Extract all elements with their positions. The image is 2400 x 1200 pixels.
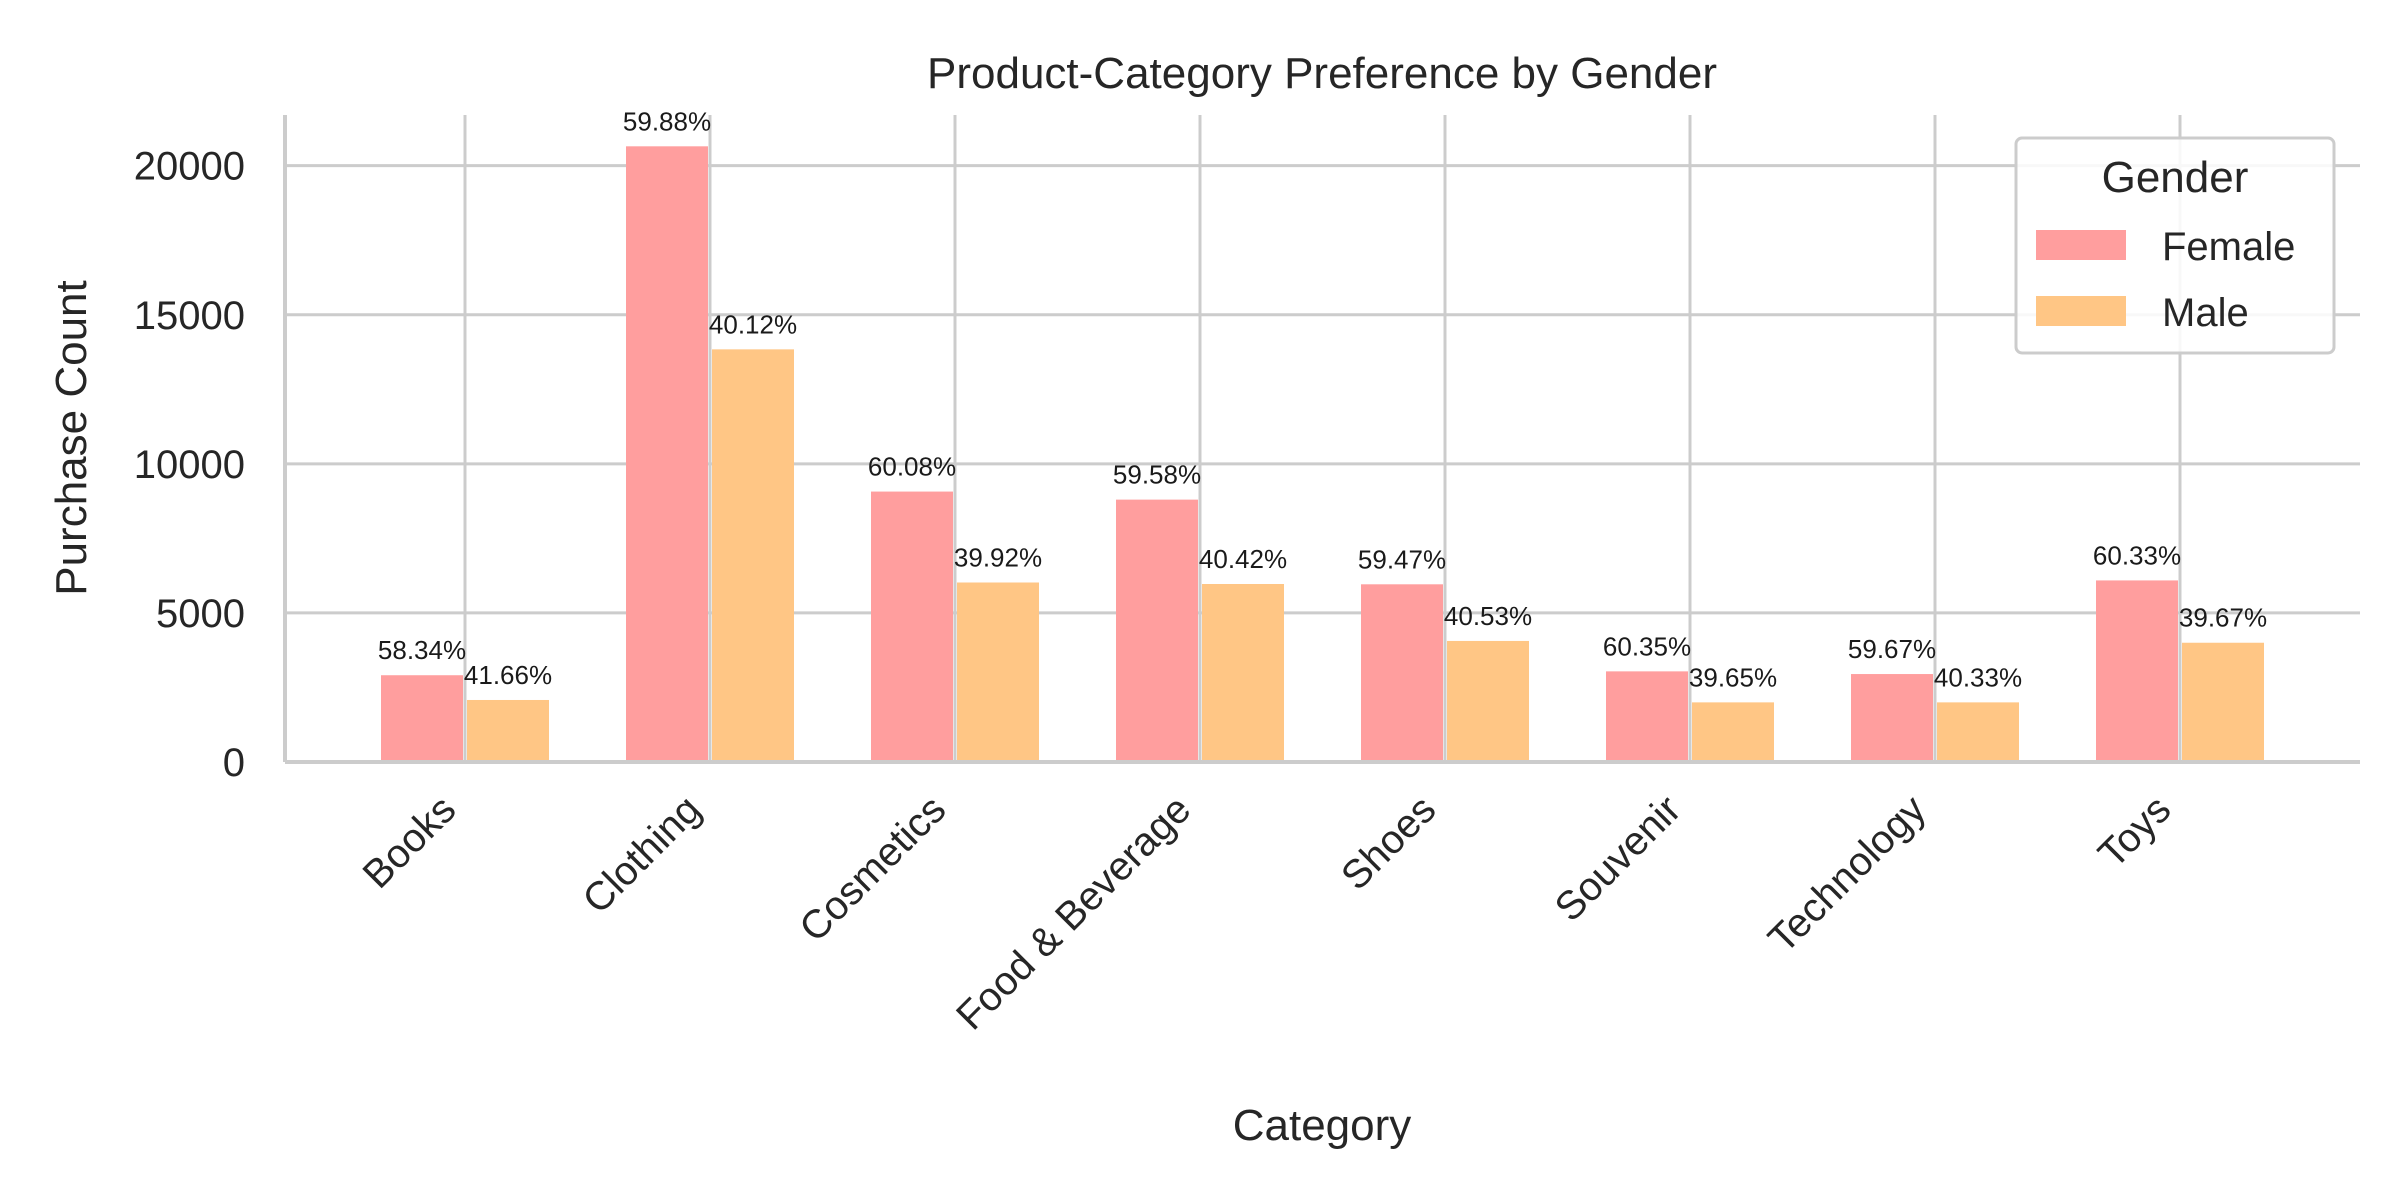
- bar-female-food-beverage: [1116, 499, 1198, 762]
- data-label-female-cosmetics: 60.08%: [868, 452, 956, 482]
- bar-male-food-beverage: [1202, 584, 1284, 762]
- y-tick-label: 5000: [156, 592, 245, 636]
- y-ticks: 0 5000 10000 15000 20000: [134, 145, 245, 785]
- legend: Gender Female Male: [2014, 136, 2336, 355]
- x-tick-label-toys: Toys: [2090, 787, 2179, 876]
- data-label-male-clothing: 40.12%: [709, 309, 797, 339]
- data-label-female-souvenir: 60.35%: [1603, 631, 1691, 661]
- bar-male-shoes: [1447, 640, 1529, 762]
- legend-swatch-male: [2036, 296, 2126, 326]
- bar-male-books: [467, 699, 549, 762]
- bar-female-technology: [1851, 674, 1933, 762]
- data-label-male-cosmetics: 39.92%: [954, 543, 1042, 573]
- bar-male-souvenir: [1692, 702, 1774, 762]
- data-label-male-food-beverage: 40.42%: [1199, 544, 1287, 574]
- data-label-male-shoes: 40.53%: [1444, 601, 1532, 631]
- data-label-male-toys: 39.67%: [2179, 603, 2267, 633]
- legend-swatch-female: [2036, 230, 2126, 260]
- legend-title: Gender: [2102, 153, 2249, 202]
- x-tick-label-food-beverage: Food & Beverage: [948, 787, 1199, 1038]
- axes: [283, 115, 2360, 764]
- y-tick-label: 10000: [134, 443, 245, 487]
- x-axis-label: Category: [1233, 1101, 1412, 1150]
- bar-female-toys: [2096, 580, 2178, 762]
- data-label-female-toys: 60.33%: [2093, 540, 2181, 570]
- data-label-female-shoes: 59.47%: [1358, 544, 1446, 574]
- data-label-female-books: 58.34%: [378, 635, 466, 665]
- x-tick-label-shoes: Shoes: [1333, 787, 1444, 898]
- data-label-male-souvenir: 39.65%: [1689, 662, 1777, 692]
- data-label-female-technology: 59.67%: [1848, 634, 1936, 664]
- legend-label-female: Female: [2162, 225, 2295, 269]
- bar-female-books: [381, 675, 463, 762]
- data-label-male-technology: 40.33%: [1934, 662, 2022, 692]
- bar-male-toys: [2182, 642, 2264, 762]
- x-tick-label-clothing: Clothing: [574, 787, 709, 922]
- data-label-female-food-beverage: 59.58%: [1113, 460, 1201, 490]
- bar-female-cosmetics: [871, 491, 953, 762]
- data-labels: 58.34% 59.88% 60.08% 59.58% 59.47% 60.35% 59.6…: [378, 106, 2267, 692]
- y-tick-label: 0: [223, 741, 245, 785]
- data-label-male-books: 41.66%: [464, 660, 552, 690]
- y-tick-label: 20000: [134, 145, 245, 189]
- x-tick-label-books: Books: [355, 787, 465, 897]
- bar-male-clothing: [712, 349, 794, 762]
- bar-female-souvenir: [1606, 671, 1688, 762]
- y-tick-label: 15000: [134, 294, 245, 338]
- bar-male-cosmetics: [957, 582, 1039, 762]
- y-axis-label: Purchase Count: [47, 280, 96, 596]
- x-tick-label-souvenir: Souvenir: [1547, 787, 1690, 930]
- bar-female-clothing: [626, 146, 708, 762]
- bars: [381, 146, 2264, 762]
- x-tick-label-cosmetics: Cosmetics: [791, 787, 954, 950]
- x-tick-label-technology: Technology: [1760, 787, 1934, 961]
- chart-title: Product-Category Preference by Gender: [927, 49, 1717, 98]
- bar-female-shoes: [1361, 584, 1443, 762]
- bar-male-technology: [1937, 702, 2019, 762]
- data-label-female-clothing: 59.88%: [623, 106, 711, 136]
- legend-label-male: Male: [2162, 291, 2249, 335]
